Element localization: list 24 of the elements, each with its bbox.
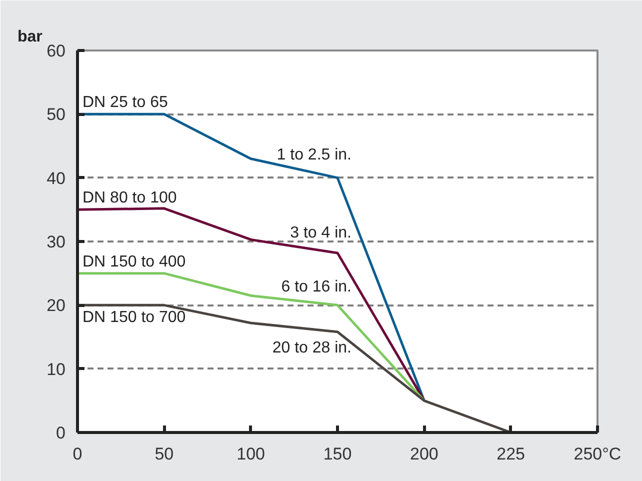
y-tick-label: 20 — [46, 296, 66, 316]
x-tick-label: 200 — [410, 444, 438, 464]
y-tick-label: 10 — [46, 360, 66, 379]
y-axis-title: bar — [18, 28, 42, 46]
x-tick-label: 50 — [154, 444, 174, 464]
y-tick-label: 50 — [46, 105, 66, 124]
annotation: 1 to 2.5 in. — [276, 146, 352, 164]
x-tick-label: 100 — [236, 444, 266, 464]
x-tick-label: 250°C — [574, 444, 622, 464]
y-tick-label: 30 — [46, 232, 66, 252]
series-label: DN 150 to 400 — [82, 253, 186, 270]
annotation: 3 to 4 in. — [290, 224, 352, 242]
x-tick-label: 225 — [496, 444, 526, 464]
series-label: DN 150 to 700 — [82, 309, 186, 326]
y-tick-label: 0 — [56, 424, 66, 442]
y-tick-label: 60 — [46, 42, 66, 60]
x-tick-label: 0 — [72, 444, 82, 464]
line-series — [78, 207, 426, 402]
series-label: DN 80 to 100 — [82, 190, 177, 207]
annotation: 20 to 28 in. — [272, 339, 352, 356]
series-label: DN 25 to 65 — [82, 94, 168, 112]
y-tick-label: 40 — [46, 168, 66, 188]
annotation: 6 to 16 in. — [281, 278, 352, 296]
x-tick-label: 150 — [323, 444, 352, 464]
